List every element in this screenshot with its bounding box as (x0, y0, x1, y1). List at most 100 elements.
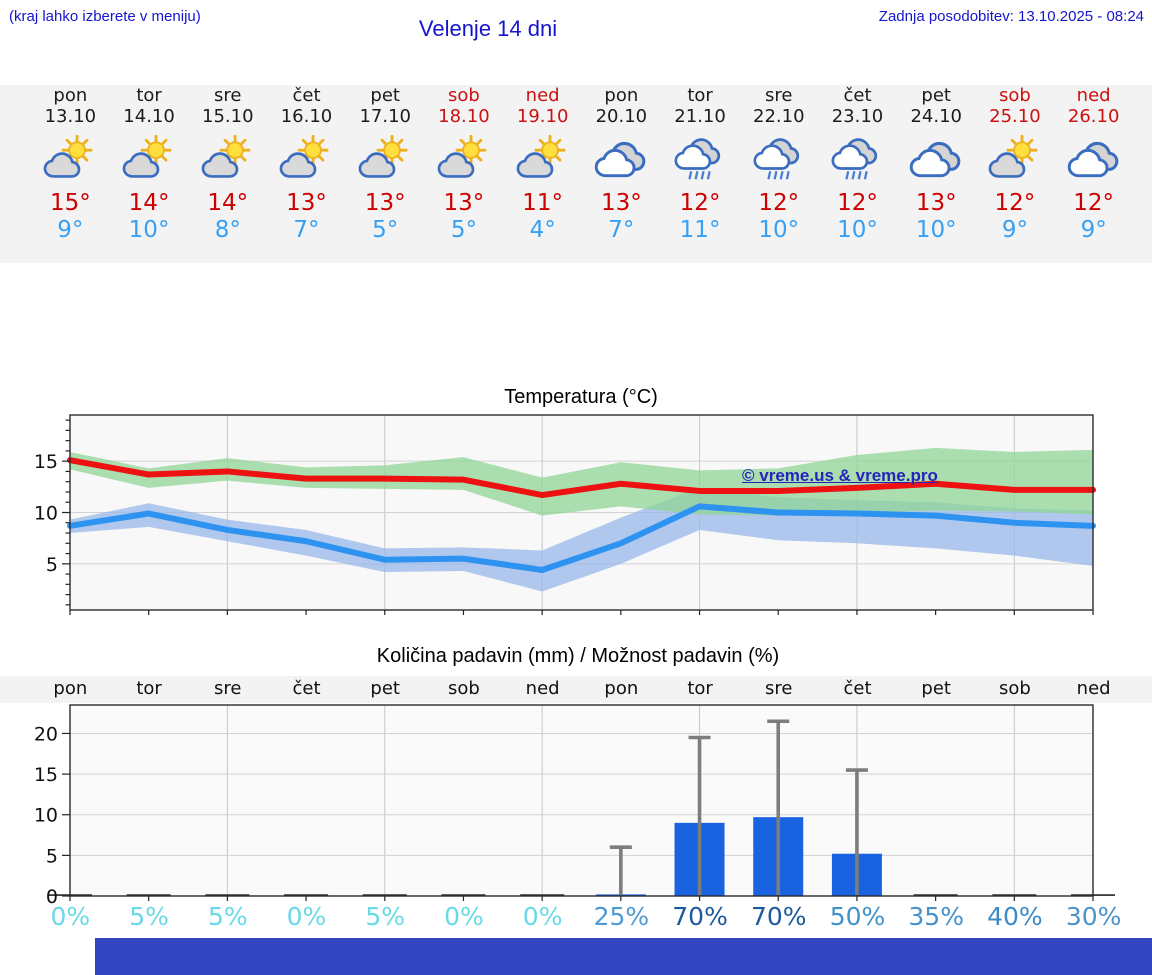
precip-probability-label: 5% (129, 902, 169, 931)
precip-day-label: ned (1076, 678, 1111, 699)
precip-probability-label: 25% (593, 902, 650, 931)
svg-text:10: 10 (34, 805, 58, 827)
weather-cloudy-icon (1065, 135, 1123, 183)
low-temp-label: 11° (679, 217, 721, 243)
precip-day-label: tor (136, 678, 162, 699)
precip-probability-row: 0% 5% 5% 0% 5% 0% 0% 25% 70% 70% 50% 35% 40% 30% (0, 902, 1152, 934)
weather-partly-cloudy-icon (514, 135, 572, 183)
precip-day-label: sob (999, 678, 1031, 699)
day-column: tor 21.10 12° 11° (661, 85, 740, 244)
day-name-label: pon (53, 85, 88, 106)
weather-rain-icon (828, 135, 886, 183)
precipitation-chart-title: Količina padavin (mm) / Možnost padavin … (376, 645, 780, 667)
day-name-label: tor (136, 85, 162, 106)
footer-bar (95, 938, 1152, 975)
weather-rain-icon (671, 135, 729, 183)
low-temp-label: 9° (57, 217, 84, 243)
precip-day-label: sre (765, 678, 793, 699)
day-column: tor 14.10 14° 10° (110, 85, 189, 244)
location-hint: (kraj lahko izberete v meniju) (9, 8, 201, 25)
low-temp-label: 8° (214, 217, 241, 243)
day-date-label: 24.10 (910, 106, 962, 127)
high-temp-label: 14° (207, 190, 249, 216)
day-column: pon 20.10 13° 7° (582, 85, 661, 244)
day-name-label: sre (214, 85, 242, 106)
forecast-strip-grid: pon 13.10 15° 9° tor 14.10 14° 10° sre 15.10 14… (31, 85, 1133, 244)
precip-day-label: sob (448, 678, 480, 699)
high-temp-label: 13° (443, 190, 485, 216)
low-temp-label: 5° (450, 217, 477, 243)
precip-probability-label: 5% (365, 902, 406, 931)
svg-text:20: 20 (34, 723, 58, 745)
precip-probability-grid: 0% 5% 5% 0% 5% 0% 0% 25% 70% 70% 50% 35% 40% 30% (31, 902, 1133, 931)
weather-cloudy-icon (907, 135, 965, 183)
precip-day-label: čet (292, 678, 321, 699)
day-name-label: ned (525, 85, 560, 106)
high-temp-label: 13° (600, 190, 642, 216)
high-temp-label: 12° (994, 190, 1036, 216)
low-temp-label: 9° (1001, 217, 1028, 243)
day-column: sob 25.10 12° 9° (976, 85, 1055, 244)
low-temp-label: 10° (837, 217, 878, 243)
day-name-label: čet (843, 85, 872, 106)
precip-probability-label: 0% (50, 902, 91, 931)
low-temp-label: 10° (758, 217, 800, 243)
day-date-label: 19.10 (516, 106, 569, 127)
high-temp-label: 15° (49, 190, 91, 216)
day-column: sre 22.10 12° 10° (739, 85, 818, 244)
precip-day-label-row: pon tor sre čet pet sob ned pon tor sre čet pet sob n… (0, 676, 1152, 703)
day-name-label: pet (921, 85, 951, 106)
precip-probability-label: 70% (672, 902, 728, 931)
precip-day-label: pet (370, 678, 400, 699)
day-date-label: 18.10 (438, 106, 490, 127)
day-date-label: 15.10 (202, 106, 254, 127)
page-title: Velenje 14 dni (418, 16, 558, 41)
precip-day-label-grid: pon tor sre čet pet sob ned pon tor sre čet pet sob n… (31, 678, 1133, 699)
high-temp-label: 12° (679, 190, 721, 216)
last-updated: Zadnja posodobitev: 13.10.2025 - 08:24 (878, 8, 1144, 25)
day-date-label: 25.10 (989, 106, 1041, 127)
svg-text:5: 5 (46, 845, 58, 867)
day-name-label: pet (370, 85, 400, 106)
day-name-label: sob (999, 85, 1031, 106)
low-temp-label: 7° (293, 217, 320, 243)
precip-day-label: pet (921, 678, 951, 699)
precip-probability-label: 70% (750, 902, 807, 931)
precip-day-label: čet (843, 678, 872, 699)
low-temp-label: 10° (128, 217, 170, 243)
weather-partly-cloudy-icon (356, 135, 414, 183)
day-column: ned 26.10 12° 9° (1054, 85, 1133, 244)
svg-text:0: 0 (46, 886, 58, 905)
day-date-label: 21.10 (674, 106, 726, 127)
high-temp-label: 14° (128, 190, 170, 216)
high-temp-label: 12° (1073, 190, 1115, 216)
day-name-label: sre (765, 85, 793, 106)
day-column: ned 19.10 11° 4° (503, 85, 582, 244)
weather-partly-cloudy-icon (986, 135, 1044, 183)
low-temp-label: 4° (529, 217, 556, 243)
precip-day-label: pon (604, 678, 639, 699)
day-column: pet 24.10 13° 10° (897, 85, 976, 244)
day-date-label: 20.10 (595, 106, 648, 127)
high-temp-label: 12° (837, 190, 878, 216)
weather-partly-cloudy-icon (120, 135, 178, 183)
day-column: čet 16.10 13° 7° (267, 85, 346, 244)
weather-partly-cloudy-icon (41, 135, 99, 183)
svg-text:15: 15 (34, 764, 58, 786)
temperature-chart-title: Temperatura (°C) (504, 386, 658, 408)
weather-cloudy-icon (592, 135, 650, 183)
precip-probability-label: 0% (444, 902, 484, 931)
high-temp-label: 13° (286, 190, 327, 216)
day-column: sre 15.10 14° 8° (188, 85, 267, 244)
day-name-label: ned (1076, 85, 1111, 106)
precip-probability-label: 30% (1065, 902, 1122, 931)
day-name-label: sob (448, 85, 480, 106)
precip-probability-label: 35% (908, 902, 964, 931)
precip-day-label: ned (525, 678, 560, 699)
precip-probability-label: 5% (207, 902, 248, 931)
precip-day-label: sre (214, 678, 242, 699)
svg-text:5: 5 (46, 554, 58, 576)
precip-probability-label: 0% (522, 902, 563, 931)
weather-partly-cloudy-icon (277, 135, 335, 183)
